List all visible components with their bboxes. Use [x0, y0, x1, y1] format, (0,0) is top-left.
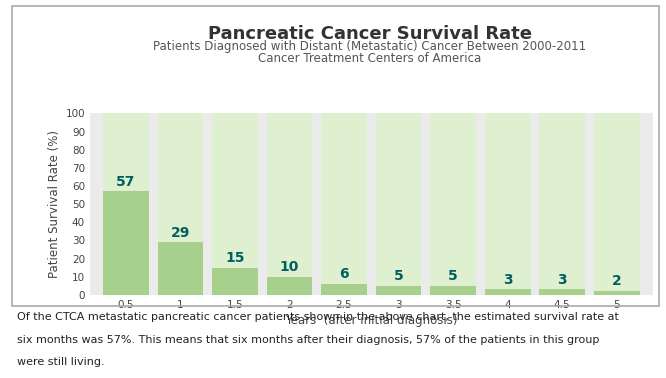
- Text: Patients Diagnosed with Distant (Metastatic) Cancer Between 2000-2011: Patients Diagnosed with Distant (Metasta…: [153, 40, 586, 53]
- Bar: [321, 113, 367, 295]
- Text: 15: 15: [225, 251, 244, 265]
- Text: Cancer Treatment Centers of America: Cancer Treatment Centers of America: [258, 52, 482, 65]
- Text: six months was 57%. This means that six months after their diagnosis, 57% of the: six months was 57%. This means that six …: [17, 335, 599, 344]
- Text: 57: 57: [116, 175, 136, 189]
- Text: 29: 29: [170, 226, 190, 240]
- Bar: [376, 286, 422, 295]
- Bar: [103, 113, 149, 295]
- Text: 6: 6: [339, 267, 349, 281]
- Text: 3: 3: [503, 273, 512, 287]
- Bar: [376, 113, 422, 295]
- Text: 5: 5: [448, 269, 458, 283]
- Text: 3: 3: [557, 273, 567, 287]
- Text: 10: 10: [280, 260, 299, 274]
- Bar: [485, 290, 531, 295]
- Bar: [430, 286, 476, 295]
- Bar: [266, 113, 312, 295]
- Bar: [158, 242, 203, 295]
- Bar: [485, 113, 531, 295]
- Bar: [594, 291, 639, 295]
- Y-axis label: Patient Survival Rate (%): Patient Survival Rate (%): [48, 130, 61, 278]
- Bar: [103, 191, 149, 295]
- Text: 5: 5: [394, 269, 404, 283]
- Bar: [594, 113, 639, 295]
- Bar: [539, 290, 585, 295]
- X-axis label: Years  (after initial diagnosis): Years (after initial diagnosis): [285, 314, 458, 327]
- Text: 2: 2: [612, 274, 621, 288]
- Bar: [212, 113, 258, 295]
- Bar: [266, 277, 312, 295]
- Text: Of the CTCA metastatic pancreatic cancer patients shown in the above chart, the : Of the CTCA metastatic pancreatic cancer…: [17, 312, 619, 322]
- Text: Pancreatic Cancer Survival Rate: Pancreatic Cancer Survival Rate: [208, 25, 531, 43]
- Bar: [430, 113, 476, 295]
- Bar: [158, 113, 203, 295]
- Bar: [539, 113, 585, 295]
- Bar: [321, 284, 367, 295]
- Text: were still living.: were still living.: [17, 357, 105, 367]
- Bar: [212, 268, 258, 295]
